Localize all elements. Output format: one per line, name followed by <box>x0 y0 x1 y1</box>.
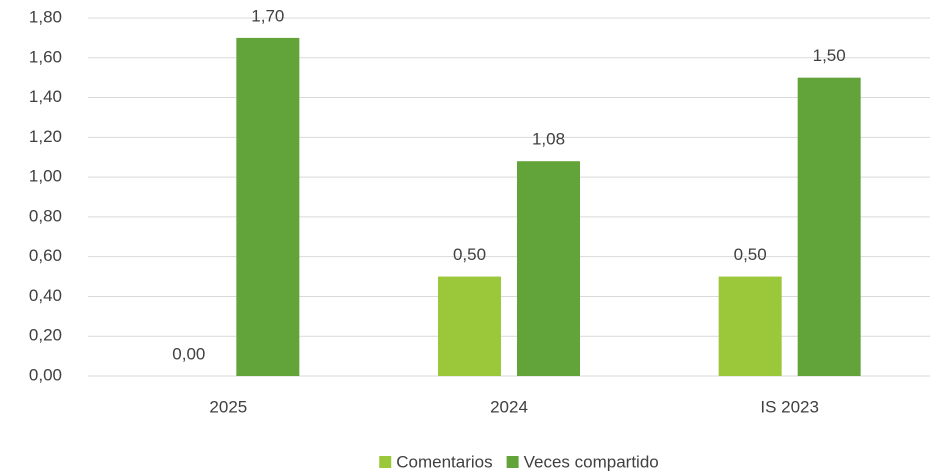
y-tick-label: 0,40 <box>29 286 62 305</box>
y-tick-label: 0,80 <box>29 206 62 225</box>
value-label: 0,00 <box>172 344 205 363</box>
bar <box>438 276 501 376</box>
y-tick-label: 1,80 <box>29 7 62 26</box>
value-label: 0,50 <box>453 245 486 264</box>
x-tick-label: 2024 <box>490 397 528 416</box>
bar <box>718 276 782 376</box>
y-tick-label: 1,60 <box>29 47 62 66</box>
value-label: 0,50 <box>734 245 767 264</box>
y-tick-label: 0,20 <box>29 326 62 345</box>
value-label: 1,08 <box>532 130 565 149</box>
legend-swatch <box>379 456 392 468</box>
bar <box>797 77 861 377</box>
y-tick-label: 1,20 <box>29 127 62 146</box>
value-label: 1,50 <box>813 46 846 65</box>
x-tick-label: 2025 <box>209 397 247 416</box>
x-tick-label: IS 2023 <box>760 397 819 416</box>
bar <box>517 161 580 376</box>
value-label: 1,70 <box>251 6 284 25</box>
y-tick-label: 1,40 <box>29 87 62 106</box>
legend-swatch <box>506 456 519 468</box>
y-tick-label: 0,00 <box>29 365 62 384</box>
bar <box>236 37 300 377</box>
legend-label: Veces compartido <box>524 452 659 471</box>
y-tick-label: 0,60 <box>29 246 62 265</box>
y-tick-label: 1,00 <box>29 167 62 186</box>
legend-label: Comentarios <box>396 452 492 471</box>
